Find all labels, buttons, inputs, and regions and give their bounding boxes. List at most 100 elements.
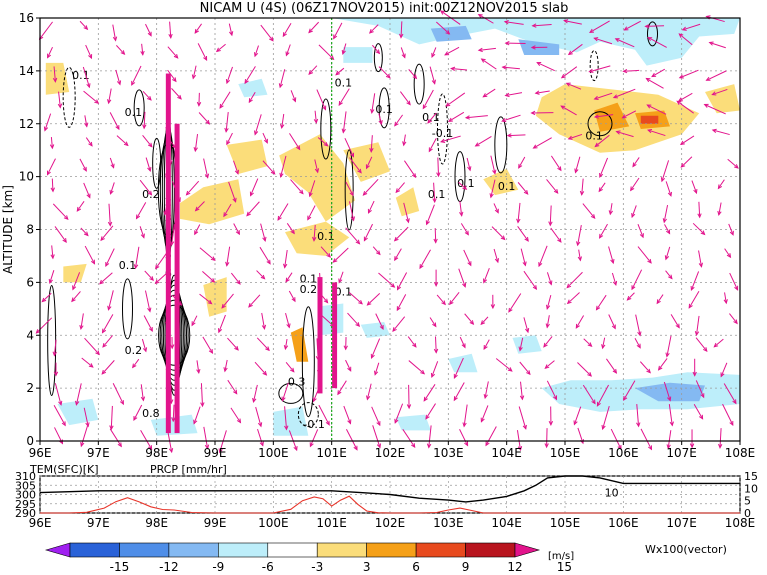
wind-vector [582,203,596,219]
wind-vector [437,157,440,177]
wind-vector-head [341,128,346,134]
wind-vector-head [577,256,582,262]
wind-vector [573,406,582,425]
wind-vector [110,182,115,194]
wind-vector [670,314,680,328]
contour-label: -0.1 [432,127,453,140]
y-tick-label: 0 [26,434,34,448]
wind-vector-head [553,188,559,194]
wind-vector [371,406,381,426]
wind-vector-head [667,191,672,197]
wind-vector-head [149,276,154,282]
wind-vector-head [523,189,529,195]
wind-vector-head [433,348,439,354]
shading-region-4 [285,221,350,256]
wind-vector [255,406,262,427]
wind-vector [602,337,606,349]
wind-vector [314,159,319,173]
wind-vector-head [664,255,670,261]
wind-vector [378,272,395,288]
wind-vector-head [133,415,138,422]
wind-vector [493,203,499,213]
x-tick-label: 108E [725,446,756,460]
wind-vector-head [432,198,437,204]
wind-vector [624,20,641,31]
contour-label: 0.1 [335,77,353,90]
wind-vector [696,315,700,336]
wind-vector [478,14,494,24]
wind-vector-head [396,285,401,291]
wind-vector-head [107,305,112,311]
contour-label: 0.1 [317,230,335,243]
wind-vector [656,294,664,304]
wind-vector-head [623,26,629,31]
wind-vector-head [428,147,433,153]
x-tick-label: 105E [550,446,581,460]
wind-vector-head [284,425,289,431]
wind-vector [108,290,114,310]
wind-vector-head [296,145,301,151]
wind-vector [475,136,492,147]
wind-vector [608,246,614,264]
wind-vector-head [723,299,728,305]
colorbar-segment [69,542,120,558]
wind-vector [609,203,613,215]
wind-vector-head [102,342,107,348]
wind-vector-head [266,259,271,265]
wind-vector-head [522,424,527,430]
wind-vector [427,112,437,124]
wind-vector-head [244,79,249,85]
wind-vector-head [503,20,509,25]
contour-label: 0.1 [585,130,603,143]
wind-vector [695,337,708,352]
wind-vector-head [431,79,436,85]
wind-vector-head [313,118,319,124]
wind-vector [226,246,231,266]
wind-vector-head [168,33,173,39]
wind-vector [397,272,408,290]
wind-vector [366,156,373,169]
wind-vector [549,205,552,226]
wind-vector [85,137,93,147]
contour-label: 0.1 [300,272,318,285]
wind-vector-head [95,350,100,356]
x-tick-label: 107E [666,446,697,460]
wind-vector-head [204,444,210,450]
wind-vector-head [83,25,89,31]
wind-vector-head [101,328,107,334]
wind-vector [345,429,358,450]
wind-vector [71,291,81,302]
wind-vector [290,90,296,102]
shading-region-17 [343,47,373,63]
contour-label: 0.1 [125,106,143,119]
wind-vector [308,21,320,33]
shading-region-27 [395,414,431,431]
wind-vector [139,226,145,238]
wind-vector-head [219,103,224,109]
wind-vector [47,158,56,175]
wind-vector-head [566,299,572,305]
wind-vector [309,180,316,197]
wind-vector [171,88,182,100]
wind-vector-head [483,278,488,284]
wind-vector [394,403,404,423]
shading-region-29 [430,25,472,42]
wind-vector [419,249,431,269]
wind-vector [115,45,125,55]
wind-vector-head [548,221,553,227]
prcp-line [40,495,740,514]
wind-vector [318,404,330,426]
wind-vector [259,246,271,265]
wind-vector [58,91,61,108]
wind-vector-head [700,230,706,236]
sub-right-tick: 0 [744,507,751,520]
wind-vector [422,89,434,109]
wind-vector [131,65,142,86]
wind-vector [712,88,728,96]
wind-vector [695,380,705,398]
wind-vector [630,177,640,191]
wind-vector-head [252,397,257,404]
wind-vector [144,290,151,312]
wind-vector-head [392,327,397,332]
wind-vector-head [588,68,594,73]
